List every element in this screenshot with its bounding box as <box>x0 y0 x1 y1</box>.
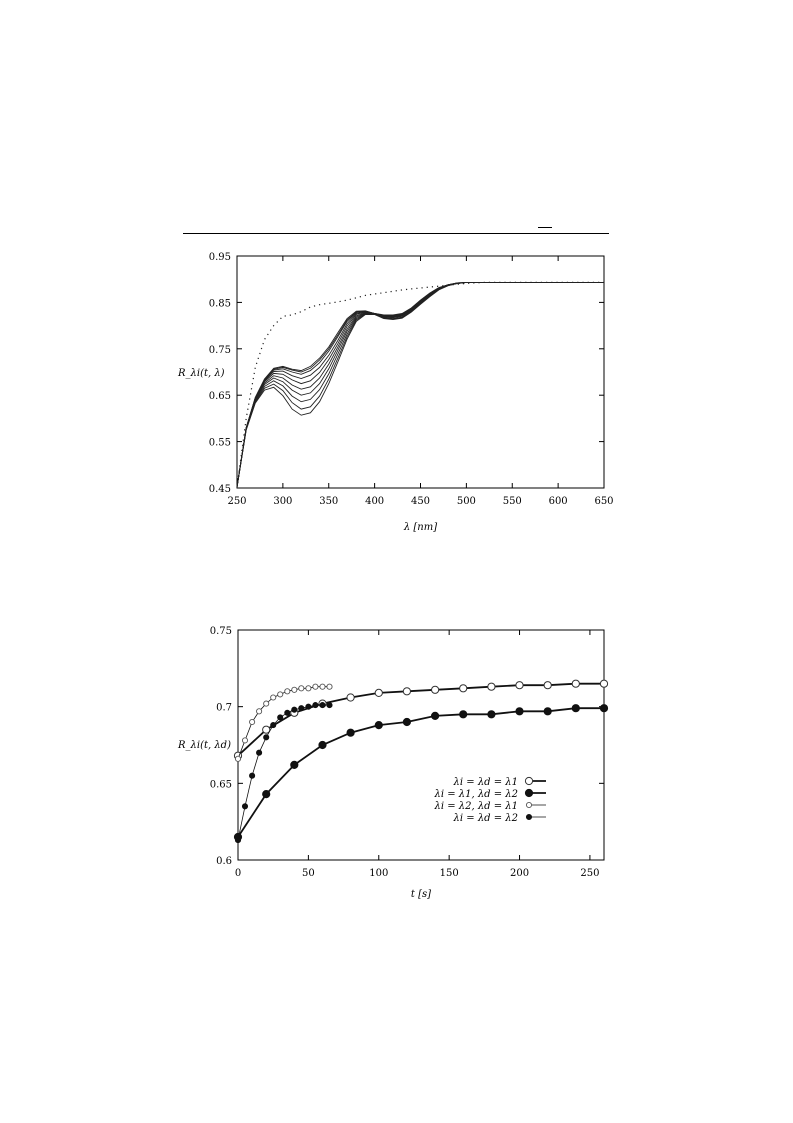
data-point <box>262 790 271 799</box>
x-axis-label: λ [nm] <box>403 522 437 533</box>
y-tick-label: 0.55 <box>209 438 231 449</box>
series-line <box>237 682 604 757</box>
data-point <box>241 737 249 744</box>
data-point <box>284 709 291 716</box>
y-tick-label: 0.6 <box>216 856 232 867</box>
data-point <box>459 684 468 693</box>
data-point <box>298 685 305 692</box>
x-tick-label: 450 <box>411 496 430 507</box>
x-tick-label: 100 <box>369 868 388 879</box>
data-point <box>459 710 468 719</box>
plot-frame <box>237 629 605 861</box>
x-tick-label: 650 <box>594 496 613 507</box>
x-tick-label: 50 <box>302 868 315 879</box>
x-tick-label: 600 <box>549 496 568 507</box>
y-axis-label: R_λi(t, λd) <box>177 740 231 751</box>
spectrum-series-line <box>236 281 604 488</box>
data-point <box>290 760 299 769</box>
data-point <box>515 707 524 716</box>
reflectance-spectrum-chart: 250 300 350 400 450 500 550 600 650 0.45 0.55 0.65 0… <box>177 252 614 533</box>
x-tick-label: 250 <box>227 496 246 507</box>
header-rule-mark <box>538 227 552 228</box>
legend-label: λi = λ2, λd = λ1 <box>433 801 518 812</box>
data-point <box>270 722 277 729</box>
x-tick-label: 0 <box>235 868 241 879</box>
data-point <box>277 714 284 721</box>
x-tick-label: 250 <box>580 868 599 879</box>
y-tick-label: 0.65 <box>210 779 232 790</box>
legend-marker <box>525 801 533 809</box>
spectrum-series-line <box>236 281 604 488</box>
data-point <box>402 687 411 696</box>
data-point <box>277 691 284 698</box>
data-point <box>374 688 383 698</box>
data-point <box>234 755 242 762</box>
data-point <box>298 705 305 712</box>
data-point <box>249 718 256 726</box>
y-axis-label: R_λi(t, λ) <box>177 368 225 379</box>
data-point <box>571 704 580 713</box>
data-point <box>346 693 355 702</box>
reflectance-time-chart: 0 50 100 150 200 250 0.6 0.65 0.7 0.75 λi = λd = λ… <box>177 626 609 900</box>
header-rule <box>183 233 609 234</box>
data-point <box>431 711 440 721</box>
series-line <box>237 707 604 838</box>
y-tick-label: 0.7 <box>216 703 232 714</box>
data-point <box>284 688 291 695</box>
data-point <box>291 706 298 713</box>
x-tick-label: 350 <box>319 496 338 507</box>
data-point <box>374 721 383 730</box>
legend-marker <box>524 776 534 786</box>
y-tick-label: 0.85 <box>209 298 231 309</box>
data-point <box>326 683 333 690</box>
x-tick-label: 500 <box>457 496 476 507</box>
data-point <box>256 749 263 756</box>
data-point <box>319 702 326 709</box>
y-tick-label: 0.45 <box>209 484 231 495</box>
data-point <box>234 837 242 844</box>
data-point <box>431 685 440 694</box>
legend-label: λi = λd = λ2 <box>453 813 518 824</box>
data-point <box>599 704 609 713</box>
data-point <box>241 803 249 810</box>
data-point <box>291 686 298 693</box>
data-point <box>571 679 580 688</box>
data-point <box>318 740 327 750</box>
data-point <box>515 681 524 690</box>
data-point <box>262 725 271 734</box>
data-point <box>543 681 552 690</box>
x-tick-label: 200 <box>510 868 529 879</box>
data-point <box>263 734 270 741</box>
data-point <box>346 728 355 737</box>
data-point <box>326 702 333 709</box>
x-tick-label: 550 <box>503 496 522 507</box>
x-tick-label: 300 <box>273 496 292 507</box>
data-point <box>312 683 319 690</box>
data-point <box>312 702 319 709</box>
data-point <box>599 679 609 688</box>
y-tick-label: 0.75 <box>209 345 231 356</box>
data-point <box>543 707 552 716</box>
data-point <box>249 772 256 779</box>
legend-marker <box>524 788 534 798</box>
legend-label: λi = λd = λ1 <box>453 777 518 788</box>
data-point <box>263 700 270 707</box>
series-line <box>237 704 330 841</box>
legend-marker <box>525 813 533 821</box>
data-point <box>319 683 326 690</box>
data-point <box>487 710 496 719</box>
data-point <box>487 682 496 691</box>
x-axis-label: t [s] <box>411 889 431 900</box>
y-tick-label: 0.75 <box>210 626 232 637</box>
x-tick-label: 400 <box>365 496 384 507</box>
data-point <box>270 694 277 701</box>
y-tick-label: 0.65 <box>209 391 231 402</box>
data-point <box>305 685 312 692</box>
data-point <box>256 708 263 715</box>
y-tick-label: 0.95 <box>209 252 231 263</box>
data-point <box>305 703 312 710</box>
data-point <box>402 717 411 727</box>
legend-label: λi = λ1, λd = λ2 <box>433 789 518 800</box>
x-tick-label: 150 <box>440 868 459 879</box>
